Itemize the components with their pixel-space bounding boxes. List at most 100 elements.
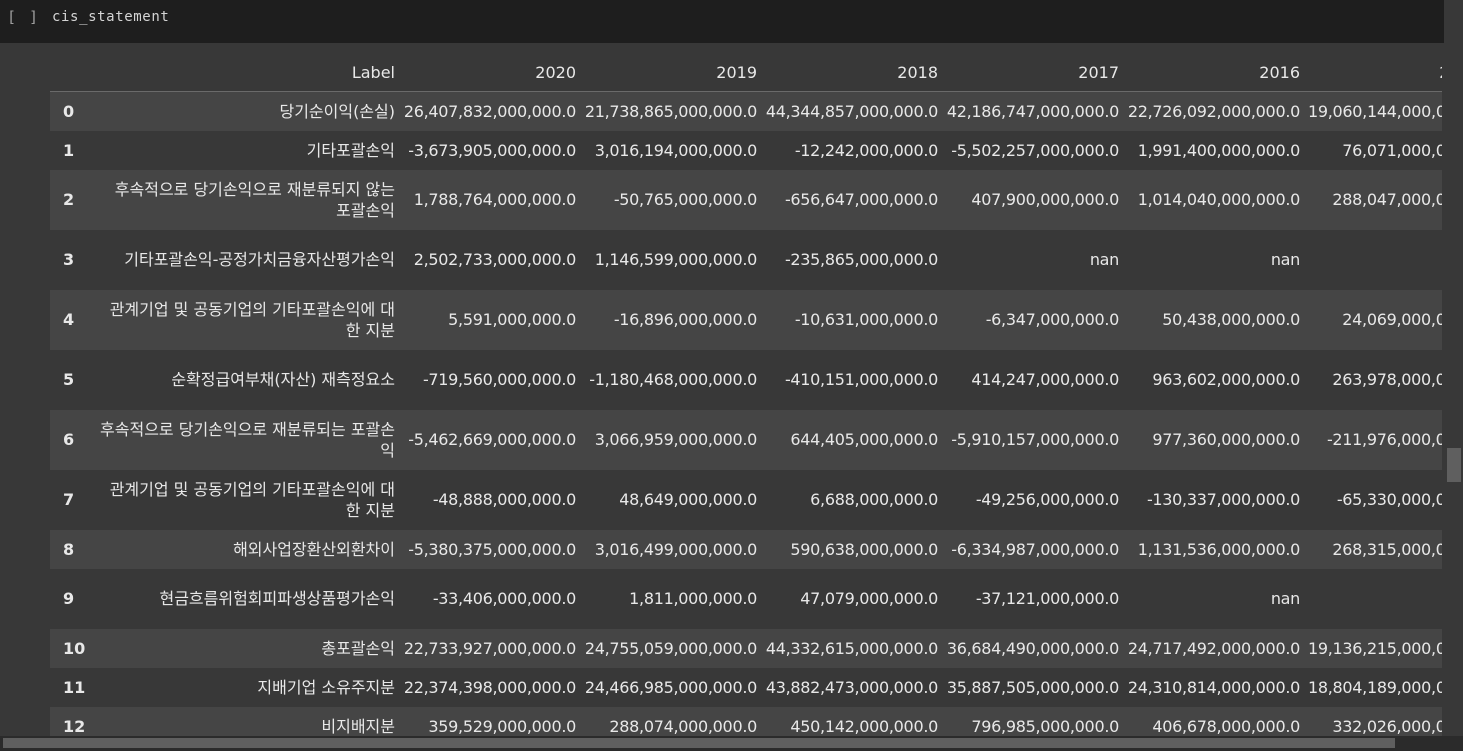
row-index: 8 (63, 539, 75, 559)
column-header: 2018 (765, 53, 946, 92)
table-cell: 22,726,092,000,000.0 (1127, 101, 1300, 121)
table-body: 0 당기순이익(손실) 26,407,832,000,000.0 21,738,865… (50, 91, 1442, 737)
table-cell: 26,407,832,000,000.0 (403, 101, 576, 121)
table-cell: 359,529,000,000.0 (428, 716, 576, 736)
table-row: 11 지배기업 소유주지분 22,374,398,000,000.0 24,466,9… (50, 667, 1442, 707)
table-header-row: Label202020192018201720162015 (50, 53, 1442, 92)
table-cell: 36,684,490,000,000.0 (946, 638, 1119, 658)
row-label: 지배기업 소유주지분 (257, 677, 395, 697)
table-cell: nan (1270, 589, 1300, 608)
table-cell: 977,360,000,000.0 (1152, 430, 1300, 449)
table-cell: -1,180,468,000,000.0 (589, 370, 757, 389)
row-label: 후속적으로 당기손익으로 재분류되는 포괄손익 (100, 419, 395, 460)
table-cell: 5,591,000,000.0 (448, 310, 576, 329)
table-row: 8 해외사업장환산외환차이 -5,380,375,000,000.0 3,016,49… (50, 529, 1442, 569)
table-cell: 644,405,000,000.0 (790, 430, 938, 449)
table-cell: -50,765,000,000.0 (613, 190, 757, 209)
table-cell: 50,438,000,000.0 (1162, 310, 1300, 329)
row-label: 현금흐름위험회피파생상품평가손익 (159, 589, 395, 608)
table-cell: 1,146,599,000,000.0 (594, 250, 758, 269)
table-cell: 268,315,000,000.0 (1332, 539, 1442, 559)
table-cell: 35,887,505,000,000.0 (946, 677, 1119, 697)
table-cell: 21,738,865,000,000.0 (584, 101, 757, 121)
row-label: 비지배지분 (321, 716, 395, 736)
table-row: 9 현금흐름위험회피파생상품평가손익 -33,406,000,000.0 1,811,… (50, 568, 1442, 629)
table-row: 1 기타포괄손익 -3,673,905,000,000.0 3,016,194,000… (50, 130, 1442, 170)
table-cell: 47,079,000,000.0 (800, 589, 938, 608)
row-index: 3 (63, 250, 75, 269)
table-cell: -130,337,000,000.0 (1146, 490, 1300, 509)
row-index: 5 (63, 370, 75, 389)
table-cell: 19,060,144,000,000.0 (1308, 101, 1442, 121)
table-cell: 407,900,000,000.0 (971, 190, 1119, 209)
column-header: 2015 (1308, 53, 1442, 92)
cell-code-text[interactable]: cis_statement (52, 9, 170, 25)
table-cell: nan (1308, 569, 1442, 629)
row-label: 관계기업 및 공동기업의 기타포괄손익에 대한 지분 (109, 479, 395, 520)
column-header: 2017 (946, 53, 1127, 92)
table-cell: 1,788,764,000,000.0 (413, 190, 577, 209)
table-cell: 6,688,000,000.0 (810, 490, 938, 509)
table-cell: 24,310,814,000,000.0 (1127, 677, 1300, 697)
table-cell: -6,347,000,000.0 (985, 310, 1120, 329)
table-cell: -65,330,000,000.0 (1336, 490, 1442, 509)
table-cell: 24,069,000,000.0 (1342, 310, 1442, 329)
code-cell[interactable]: [ ] cis_statement (0, 0, 1444, 43)
table-cell: 963,602,000,000.0 (1152, 370, 1300, 389)
row-index: 2 (63, 190, 75, 209)
vertical-scrollbar-thumb[interactable] (1447, 448, 1461, 482)
table-cell: -10,631,000,000.0 (794, 310, 938, 329)
table-cell: -6,334,987,000,000.0 (951, 539, 1119, 559)
table-cell: -33,406,000,000.0 (432, 589, 576, 608)
row-label: 기타포괄손익-공정가치금융자산평가손익 (124, 250, 395, 269)
table-cell: 18,804,189,000,000.0 (1308, 677, 1442, 697)
table-cell: 796,985,000,000.0 (971, 716, 1119, 736)
table-row: 12 비지배지분 359,529,000,000.0 288,074,000,000.… (50, 706, 1442, 737)
table-cell: 42,186,747,000,000.0 (946, 101, 1119, 121)
table-cell: 22,733,927,000,000.0 (403, 638, 576, 658)
table-cell: 24,466,985,000,000.0 (584, 677, 757, 697)
table-row: 4 관계기업 및 공동기업의 기타포괄손익에 대한 지분 5,591,000,000… (50, 289, 1442, 350)
table-cell: 76,071,000,000.0 (1342, 140, 1442, 160)
table-row: 0 당기순이익(손실) 26,407,832,000,000.0 21,738,865… (50, 91, 1442, 131)
table-cell: -656,647,000,000.0 (784, 190, 938, 209)
table-cell: 1,991,400,000,000.0 (1137, 140, 1301, 160)
table-cell: 1,811,000,000.0 (629, 589, 757, 608)
table-cell: 24,755,059,000,000.0 (584, 638, 757, 658)
table-cell: 3,066,959,000,000.0 (594, 430, 758, 449)
row-label: 해외사업장환산외환차이 (233, 539, 395, 559)
table-cell: -211,976,000,000.0 (1326, 430, 1442, 449)
row-index: 4 (63, 310, 75, 329)
table-cell: 3,016,499,000,000.0 (594, 539, 758, 559)
column-header: 2020 (403, 53, 584, 92)
table-cell: 406,678,000,000.0 (1152, 716, 1300, 736)
table-cell: -5,462,669,000,000.0 (408, 430, 576, 449)
table-cell: -37,121,000,000.0 (975, 589, 1119, 608)
table-cell: nan (1089, 250, 1119, 269)
dataframe-table: Label202020192018201720162015 0 당기순이익(손실)… (50, 53, 1442, 737)
column-header: 2019 (584, 53, 765, 92)
table-cell: 332,026,000,000.0 (1332, 716, 1442, 736)
row-index: 1 (63, 140, 75, 160)
table-cell: 44,332,615,000,000.0 (765, 638, 938, 658)
table-cell: 3,016,194,000,000.0 (594, 140, 758, 160)
row-index: 11 (63, 677, 86, 697)
table-cell: nan (1270, 250, 1300, 269)
table-cell: -48,888,000,000.0 (432, 490, 576, 509)
row-label: 기타포괄손익 (306, 140, 395, 160)
run-cell-button[interactable]: [ ] (7, 8, 41, 26)
table-cell: 1,131,536,000,000.0 (1137, 539, 1301, 559)
table-cell: -12,242,000,000.0 (794, 140, 938, 160)
horizontal-scrollbar-thumb[interactable] (3, 738, 1395, 748)
table-cell: -5,380,375,000,000.0 (408, 539, 576, 559)
table-cell: -16,896,000,000.0 (613, 310, 757, 329)
table-cell: 2,502,733,000,000.0 (413, 250, 577, 269)
table-cell: 450,142,000,000.0 (790, 716, 938, 736)
table-cell: 22,374,398,000,000.0 (403, 677, 576, 697)
table-cell: -235,865,000,000.0 (784, 250, 938, 269)
table-cell: 288,074,000,000.0 (609, 716, 757, 736)
column-header: Label (97, 53, 403, 92)
row-index: 6 (63, 430, 75, 449)
table-cell: 48,649,000,000.0 (619, 490, 757, 509)
row-index: 7 (63, 490, 75, 509)
